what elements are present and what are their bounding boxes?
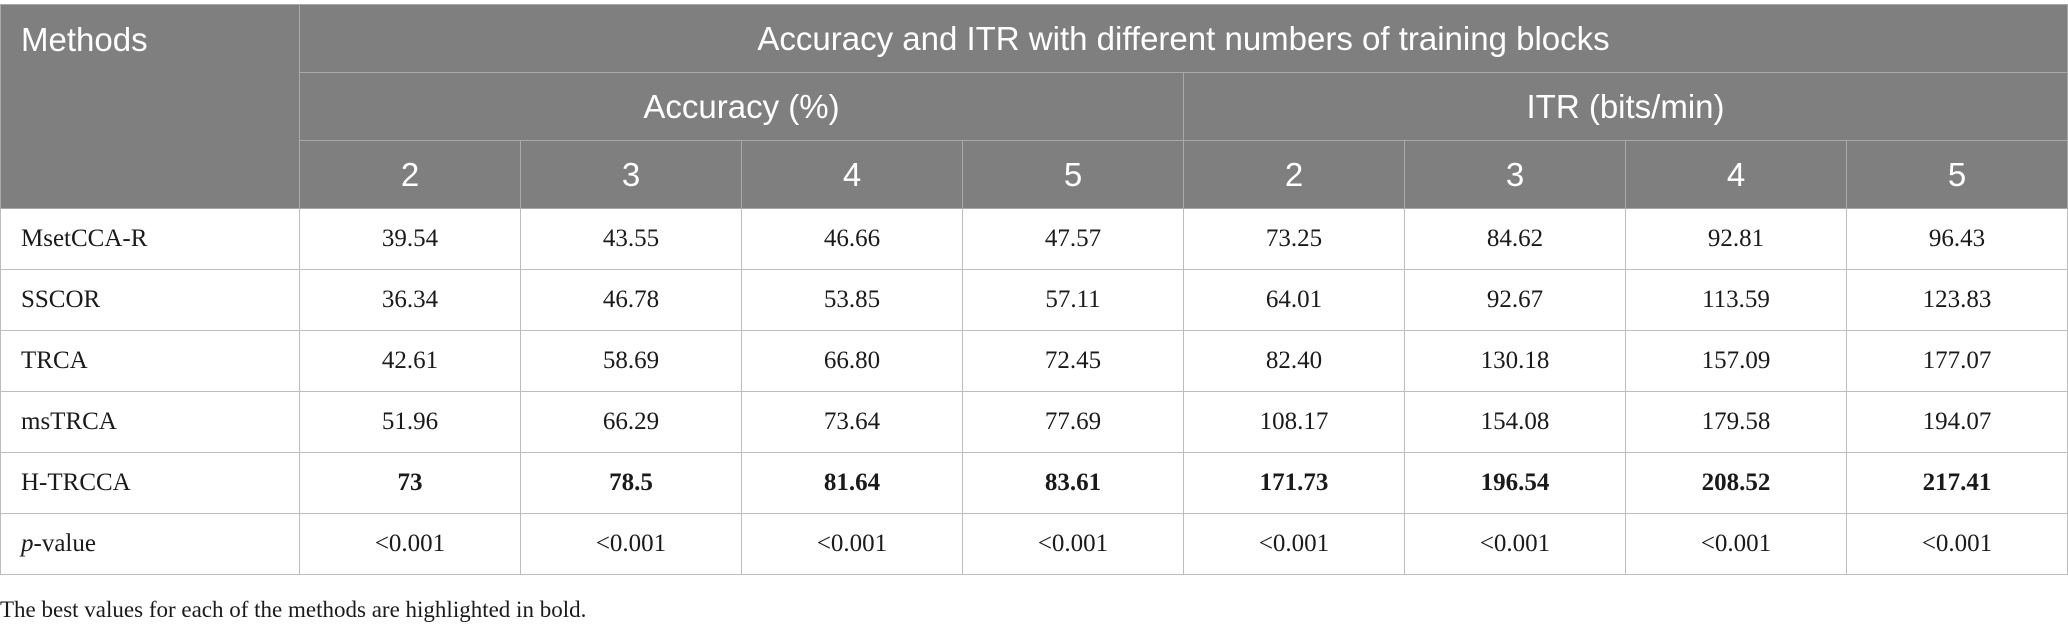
- pvalue-cell: <0.001: [1404, 513, 1626, 575]
- table-cell: 196.54: [1404, 452, 1626, 514]
- table-cell: 46.66: [741, 208, 963, 270]
- table-cell: 57.11: [962, 269, 1184, 331]
- itr-block-header: 3: [1404, 140, 1626, 209]
- pvalue-label: p-value: [0, 513, 300, 575]
- table-row: TRCA 42.61 58.69 66.80 72.45 82.40 130.1…: [0, 330, 2068, 392]
- table-cell: 217.41: [1845, 452, 2068, 514]
- table-cell: 154.08: [1404, 391, 1626, 453]
- table-cell: 64.01: [1183, 269, 1405, 331]
- table-cell: 82.40: [1183, 330, 1405, 392]
- table-cell: 78.5: [520, 452, 742, 514]
- methods-header: Methods: [0, 4, 300, 209]
- table-cell: 77.69: [962, 391, 1184, 453]
- results-table: Methods Accuracy and ITR with different …: [0, 4, 2068, 575]
- table-cell: 66.29: [520, 391, 742, 453]
- results-table-container: Methods Accuracy and ITR with different …: [0, 4, 2068, 575]
- method-name: MsetCCA-R: [0, 208, 300, 270]
- table-cell: 157.09: [1625, 330, 1847, 392]
- pvalue-label-italic: p: [21, 530, 34, 557]
- table-cell: 208.52: [1625, 452, 1847, 514]
- table-row: SSCOR 36.34 46.78 53.85 57.11 64.01 92.6…: [0, 269, 2068, 331]
- itr-block-header: 4: [1625, 140, 1847, 209]
- pvalue-cell: <0.001: [1845, 513, 2068, 575]
- table-cell: 194.07: [1845, 391, 2068, 453]
- table-row: msTRCA 51.96 66.29 73.64 77.69 108.17 15…: [0, 391, 2068, 453]
- pvalue-label-rest: -value: [33, 530, 96, 557]
- table-cell: 51.96: [299, 391, 521, 453]
- method-name: SSCOR: [0, 269, 300, 331]
- table-cell: 53.85: [741, 269, 963, 331]
- table-cell: 73.64: [741, 391, 963, 453]
- pvalue-cell: <0.001: [1625, 513, 1847, 575]
- pvalue-row: p-value <0.001 <0.001 <0.001 <0.001 <0.0…: [0, 513, 2068, 575]
- accuracy-block-header: 5: [962, 140, 1184, 209]
- pvalue-cell: <0.001: [741, 513, 963, 575]
- accuracy-block-header: 2: [299, 140, 521, 209]
- table-cell: 47.57: [962, 208, 1184, 270]
- accuracy-block-header: 3: [520, 140, 742, 209]
- table-cell: 130.18: [1404, 330, 1626, 392]
- table-cell: 46.78: [520, 269, 742, 331]
- table-cell: 58.69: [520, 330, 742, 392]
- itr-block-header: 2: [1183, 140, 1405, 209]
- group-header: Accuracy and ITR with different numbers …: [298, 4, 2068, 73]
- pvalue-cell: <0.001: [962, 513, 1184, 575]
- pvalue-cell: <0.001: [299, 513, 521, 575]
- accuracy-block-header: 4: [741, 140, 963, 209]
- table-cell: 171.73: [1183, 452, 1405, 514]
- method-name: H-TRCCA: [0, 452, 300, 514]
- table-cell: 81.64: [741, 452, 963, 514]
- table-cell: 43.55: [520, 208, 742, 270]
- table-cell: 73: [299, 452, 521, 514]
- table-row: MsetCCA-R 39.54 43.55 46.66 47.57 73.25 …: [0, 208, 2068, 270]
- table-row-best: H-TRCCA 73 78.5 81.64 83.61 171.73 196.5…: [0, 452, 2068, 514]
- itr-block-header: 5: [1845, 140, 2068, 209]
- table-cell: 179.58: [1625, 391, 1847, 453]
- method-name: msTRCA: [0, 391, 300, 453]
- table-cell: 92.67: [1404, 269, 1626, 331]
- table-cell: 123.83: [1845, 269, 2068, 331]
- table-cell: 66.80: [741, 330, 963, 392]
- table-header: Methods Accuracy and ITR with different …: [0, 4, 2068, 209]
- table-cell: 108.17: [1183, 391, 1405, 453]
- table-cell: 83.61: [962, 452, 1184, 514]
- method-name: TRCA: [0, 330, 300, 392]
- table-cell: 73.25: [1183, 208, 1405, 270]
- table-cell: 42.61: [299, 330, 521, 392]
- table-cell: 113.59: [1625, 269, 1847, 331]
- itr-header: ITR (bits/min): [1182, 72, 2068, 141]
- pvalue-cell: <0.001: [1183, 513, 1405, 575]
- pvalue-cell: <0.001: [520, 513, 742, 575]
- table-cell: 39.54: [299, 208, 521, 270]
- table-cell: 36.34: [299, 269, 521, 331]
- table-cell: 92.81: [1625, 208, 1847, 270]
- table-cell: 72.45: [962, 330, 1184, 392]
- table-footnote: The best values for each of the methods …: [0, 597, 587, 622]
- accuracy-header: Accuracy (%): [299, 72, 1184, 141]
- table-cell: 177.07: [1845, 330, 2068, 392]
- table-cell: 96.43: [1845, 208, 2068, 270]
- table-body: MsetCCA-R 39.54 43.55 46.66 47.57 73.25 …: [0, 208, 2068, 575]
- table-cell: 84.62: [1404, 208, 1626, 270]
